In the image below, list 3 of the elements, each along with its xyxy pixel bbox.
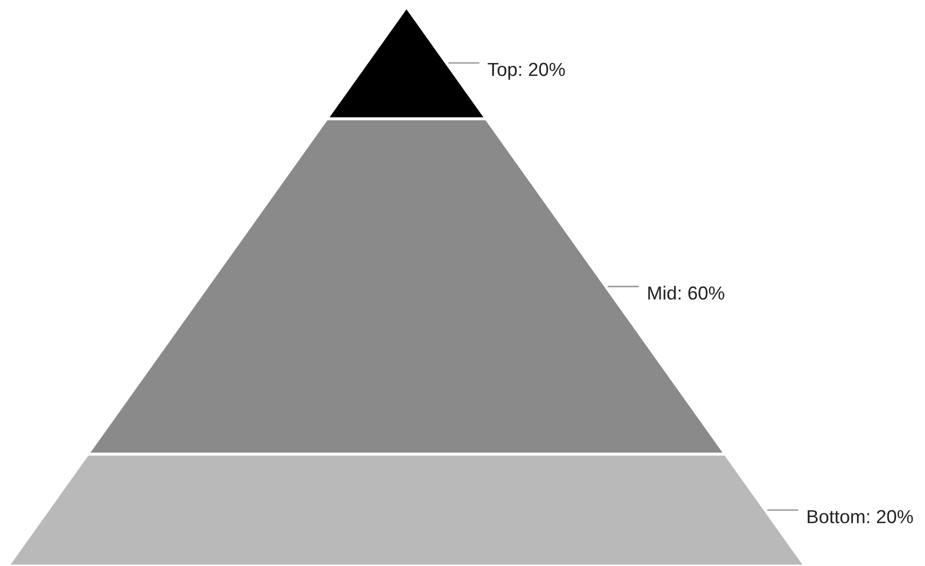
data-label: Bottom: 20% [808, 510, 913, 524]
data-label: Top: 20% [488, 62, 565, 80]
data-label: Mid: 60% [648, 286, 724, 300]
